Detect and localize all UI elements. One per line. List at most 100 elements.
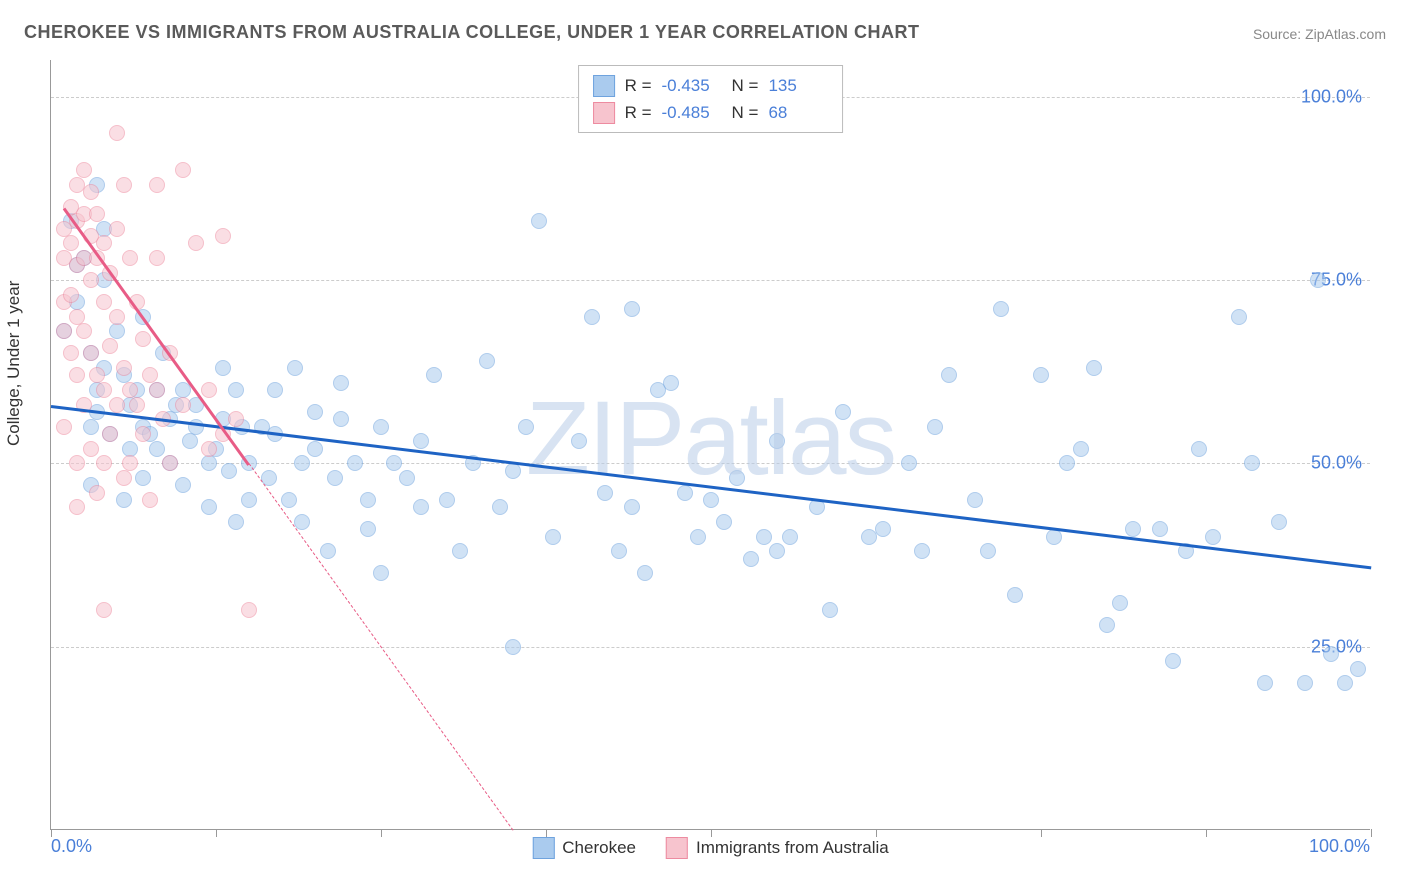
scatter-point-cherokee	[1337, 675, 1353, 691]
scatter-point-immigrants	[83, 272, 99, 288]
scatter-point-immigrants	[116, 360, 132, 376]
x-tick	[876, 829, 877, 837]
plot-area: ZIPatlas R = -0.435 N = 135 R = -0.485 N…	[50, 60, 1370, 830]
x-axis-max-label: 100.0%	[1309, 836, 1370, 857]
scatter-point-cherokee	[729, 470, 745, 486]
scatter-point-cherokee	[1086, 360, 1102, 376]
scatter-point-immigrants	[122, 455, 138, 471]
scatter-point-immigrants	[102, 338, 118, 354]
scatter-point-immigrants	[122, 250, 138, 266]
scatter-point-cherokee	[584, 309, 600, 325]
scatter-point-cherokee	[1205, 529, 1221, 545]
x-tick	[1041, 829, 1042, 837]
scatter-point-cherokee	[1271, 514, 1287, 530]
scatter-point-immigrants	[201, 382, 217, 398]
scatter-point-immigrants	[102, 426, 118, 442]
scatter-point-cherokee	[201, 499, 217, 515]
series-legend: Cherokee Immigrants from Australia	[532, 837, 888, 859]
scatter-point-immigrants	[188, 235, 204, 251]
scatter-point-immigrants	[162, 455, 178, 471]
scatter-point-cherokee	[373, 565, 389, 581]
scatter-point-immigrants	[96, 294, 112, 310]
legend-item-immigrants: Immigrants from Australia	[666, 837, 889, 859]
n-label-2: N =	[732, 99, 759, 126]
legend-item-cherokee: Cherokee	[532, 837, 636, 859]
scatter-point-immigrants	[63, 235, 79, 251]
scatter-point-immigrants	[149, 250, 165, 266]
scatter-point-immigrants	[96, 382, 112, 398]
scatter-point-cherokee	[835, 404, 851, 420]
scatter-point-immigrants	[116, 470, 132, 486]
swatch-series1	[593, 75, 615, 97]
scatter-point-cherokee	[1297, 675, 1313, 691]
gridline-h	[51, 647, 1370, 648]
x-tick	[381, 829, 382, 837]
swatch-cherokee	[532, 837, 554, 859]
scatter-point-cherokee	[1125, 521, 1141, 537]
scatter-point-immigrants	[89, 206, 105, 222]
scatter-point-cherokee	[333, 375, 349, 391]
scatter-point-cherokee	[690, 529, 706, 545]
scatter-point-cherokee	[980, 543, 996, 559]
scatter-point-cherokee	[1165, 653, 1181, 669]
chart-title: CHEROKEE VS IMMIGRANTS FROM AUSTRALIA CO…	[24, 22, 920, 43]
scatter-point-cherokee	[993, 301, 1009, 317]
scatter-point-immigrants	[116, 177, 132, 193]
r-value-1: -0.435	[662, 72, 722, 99]
scatter-point-immigrants	[241, 602, 257, 618]
y-axis-label: College, Under 1 year	[4, 281, 24, 446]
scatter-point-immigrants	[109, 309, 125, 325]
scatter-point-cherokee	[1112, 595, 1128, 611]
scatter-point-cherokee	[116, 492, 132, 508]
scatter-point-cherokee	[188, 419, 204, 435]
scatter-point-cherokee	[413, 499, 429, 515]
scatter-point-cherokee	[439, 492, 455, 508]
scatter-point-cherokee	[1059, 455, 1075, 471]
scatter-point-cherokee	[611, 543, 627, 559]
scatter-point-cherokee	[221, 463, 237, 479]
scatter-point-cherokee	[597, 485, 613, 501]
scatter-point-cherokee	[287, 360, 303, 376]
scatter-point-cherokee	[1310, 272, 1326, 288]
scatter-point-cherokee	[769, 543, 785, 559]
stats-row-series1: R = -0.435 N = 135	[593, 72, 829, 99]
scatter-point-cherokee	[360, 521, 376, 537]
scatter-point-immigrants	[228, 411, 244, 427]
x-tick	[546, 829, 547, 837]
swatch-immigrants	[666, 837, 688, 859]
swatch-series2	[593, 102, 615, 124]
x-tick	[711, 829, 712, 837]
scatter-point-cherokee	[373, 419, 389, 435]
scatter-point-immigrants	[69, 309, 85, 325]
scatter-point-immigrants	[149, 382, 165, 398]
scatter-point-cherokee	[307, 404, 323, 420]
stats-legend: R = -0.435 N = 135 R = -0.485 N = 68	[578, 65, 844, 133]
scatter-point-cherokee	[1099, 617, 1115, 633]
scatter-point-immigrants	[76, 323, 92, 339]
scatter-point-cherokee	[663, 375, 679, 391]
scatter-point-immigrants	[129, 397, 145, 413]
scatter-point-immigrants	[83, 441, 99, 457]
scatter-point-cherokee	[386, 455, 402, 471]
scatter-point-cherokee	[505, 639, 521, 655]
scatter-point-immigrants	[215, 228, 231, 244]
scatter-point-cherokee	[267, 382, 283, 398]
scatter-point-cherokee	[135, 470, 151, 486]
scatter-point-cherokee	[479, 353, 495, 369]
scatter-point-immigrants	[96, 235, 112, 251]
scatter-point-immigrants	[56, 419, 72, 435]
scatter-point-cherokee	[677, 485, 693, 501]
source-attribution: Source: ZipAtlas.com	[1253, 26, 1386, 42]
gridline-h	[51, 280, 1370, 281]
y-tick-label: 100.0%	[1301, 86, 1362, 107]
n-value-1: 135	[768, 72, 828, 99]
scatter-point-cherokee	[545, 529, 561, 545]
scatter-point-cherokee	[941, 367, 957, 383]
scatter-point-immigrants	[175, 162, 191, 178]
scatter-point-cherokee	[901, 455, 917, 471]
scatter-point-cherokee	[743, 551, 759, 567]
scatter-point-cherokee	[782, 529, 798, 545]
x-axis-min-label: 0.0%	[51, 836, 92, 857]
scatter-point-cherokee	[1323, 646, 1339, 662]
scatter-point-immigrants	[135, 426, 151, 442]
